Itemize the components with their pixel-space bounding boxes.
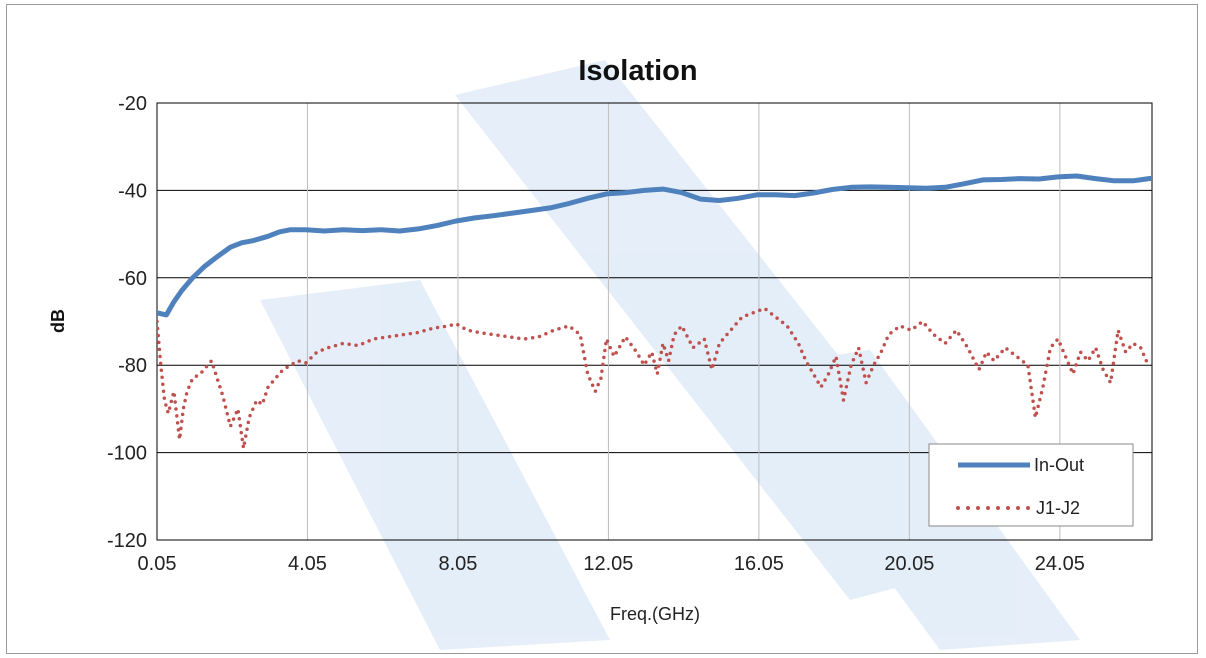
series-layer xyxy=(157,173,1152,450)
y-axis-title: dB xyxy=(48,309,68,333)
x-tick-label: 8.05 xyxy=(438,553,477,575)
y-tick-label: -100 xyxy=(107,443,147,465)
x-axis-title: Freq.(GHz) xyxy=(610,604,700,624)
y-axis-ticks: -20 -40 -60 -80 -100 -120 xyxy=(107,93,147,552)
x-tick-label: 12.05 xyxy=(583,553,633,575)
y-tick-label: -20 xyxy=(118,93,147,115)
x-tick-label: 16.05 xyxy=(734,553,784,575)
chart-title: Isolation xyxy=(578,55,697,87)
legend: In-Out J1-J2 xyxy=(928,443,1134,527)
y-tick-label: -120 xyxy=(107,530,147,552)
legend-box xyxy=(928,443,1134,527)
y-tick-label: -40 xyxy=(118,180,147,202)
legend-label-in-out: In-Out xyxy=(1034,455,1084,475)
y-tick-label: -60 xyxy=(118,268,147,290)
legend-label-j1-j2: J1-J2 xyxy=(1036,498,1080,518)
x-tick-label: 0.05 xyxy=(138,553,177,575)
series-line-j1-j2 xyxy=(157,306,1150,450)
chart-frame xyxy=(6,4,1198,654)
x-tick-label: 4.05 xyxy=(288,553,327,575)
y-tick-label: -80 xyxy=(118,355,147,377)
x-tick-label: 20.05 xyxy=(884,553,934,575)
series-line-in-out xyxy=(157,173,1152,318)
x-tick-label: 24.05 xyxy=(1035,553,1085,575)
x-axis-ticks: 0.05 4.05 8.05 12.05 16.05 20.05 24.05 xyxy=(138,553,1085,575)
